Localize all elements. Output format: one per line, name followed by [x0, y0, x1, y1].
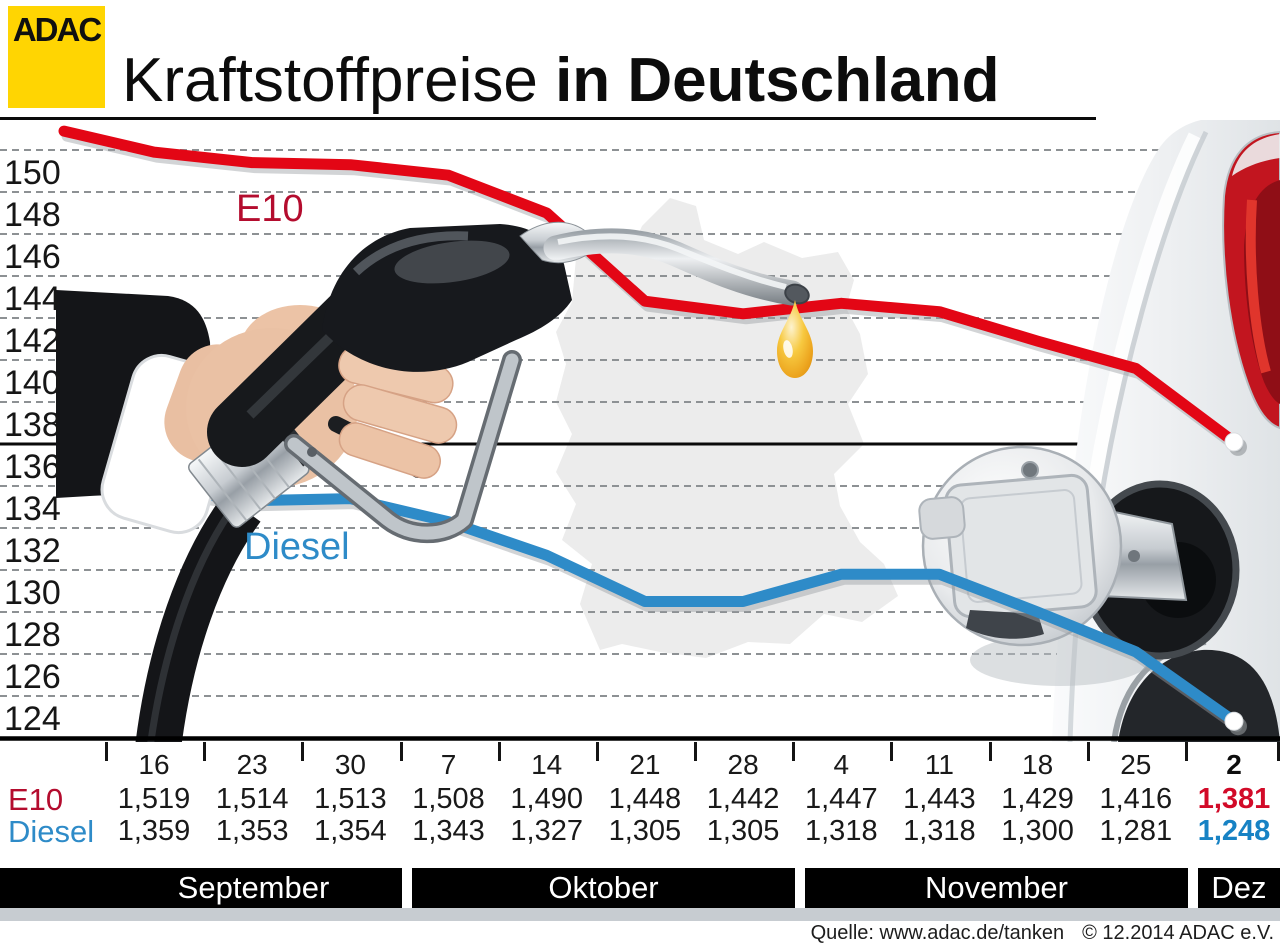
column-tick: [203, 742, 207, 761]
date-row-cell: 16: [138, 749, 170, 780]
nozzle-body-icon: [322, 224, 572, 372]
column-tick: [792, 742, 796, 761]
diesel-series-label: Diesel: [244, 526, 350, 568]
diesel-end-dot: [1224, 711, 1244, 731]
e10-row-cell: 1,442: [706, 783, 780, 815]
diesel-row-cell: 1,305: [608, 815, 682, 847]
fuel-hose-icon: [135, 494, 261, 742]
e10-row-cell: 1,448: [608, 783, 682, 815]
date-row-cell: 18: [1022, 749, 1054, 780]
date-row-cell: 11: [924, 749, 954, 780]
diesel-row-cell: 1,359: [117, 815, 191, 847]
y-axis-label-146: 146: [4, 238, 61, 276]
y-axis-label-124: 124: [4, 700, 61, 738]
column-tick: [301, 742, 305, 761]
page-title: Kraftstoffpreise in Deutschland: [122, 50, 999, 112]
copyright-text: © 12.2014 ADAC e.V.: [1082, 922, 1274, 944]
column-tick: [595, 742, 599, 761]
e10-end-dot: [1224, 432, 1244, 452]
y-axis-label-142: 142: [4, 322, 61, 360]
column-tick: [497, 742, 501, 761]
e10-row-cell: 1,447: [805, 783, 878, 815]
diesel-row-label: Diesel: [8, 814, 95, 849]
adac-logo-text: ADAC: [12, 11, 102, 48]
date-row-cell: 7: [440, 749, 457, 780]
diesel-row-cell: 1,281: [1099, 815, 1173, 847]
e10-row-label: E10: [8, 782, 64, 817]
column-tick: [988, 742, 992, 761]
y-axis-label-150: 150: [4, 154, 61, 192]
e10-row-cell: 1,443: [903, 783, 976, 815]
e10-line: [58, 125, 1240, 448]
y-axis-label-130: 130: [4, 574, 61, 612]
diesel-row-cell: 1,300: [1001, 815, 1074, 847]
e10-row-cell: 1,519: [117, 783, 191, 815]
diesel-row-cell: 1,318: [805, 815, 878, 847]
date-row-cell: 23: [236, 749, 268, 780]
title-bold: in Deutschland: [555, 46, 1000, 115]
fuel-flap-icon: [918, 445, 1123, 647]
e10-row-cell: 1,508: [412, 783, 485, 815]
y-axis-label-134: 134: [4, 490, 61, 528]
fuel-nozzle-illustration: [56, 221, 810, 742]
fuel-drop-icon: [777, 300, 813, 378]
diesel-row-cell: 1,248: [1197, 815, 1271, 847]
column-tick: [1277, 742, 1280, 761]
y-axis-label-132: 132: [4, 532, 61, 570]
diesel-row-cell: 1,327: [510, 815, 583, 847]
date-row-cell: 4: [833, 749, 850, 780]
column-tick: [890, 742, 894, 761]
date-row-cell: 28: [727, 749, 759, 780]
diesel-row-cell: 1,354: [314, 815, 387, 847]
month-band-oktober: Oktober: [412, 868, 795, 908]
y-axis-label-144: 144: [4, 280, 61, 318]
y-axis-label-126: 126: [4, 658, 61, 696]
title-rule: [0, 117, 1096, 120]
diesel-row-cell: 1,318: [903, 815, 976, 847]
nozzle-spout-icon: [543, 228, 805, 306]
e10-row-cell: 1,416: [1099, 783, 1173, 815]
column-tick: [1184, 742, 1188, 761]
month-band-dez: Dez: [1198, 868, 1280, 908]
source-note: Quelle: www.adac.de/tanken © 12.2014 ADAC…: [811, 922, 1274, 945]
diesel-row-cell: 1,343: [412, 815, 485, 847]
car-fuel-filler-illustration: [918, 120, 1280, 742]
date-row-cell: 21: [629, 749, 661, 780]
e10-series-label: E10: [236, 188, 304, 230]
column-tick: [694, 742, 697, 761]
date-row-cell: 2: [1226, 749, 1242, 780]
y-axis-label-136: 136: [4, 448, 61, 486]
date-row-cell: 14: [531, 749, 563, 780]
e10-row-cell: 1,429: [1001, 783, 1074, 815]
column-tick: [104, 742, 108, 761]
germany-map-icon: [556, 198, 898, 658]
e10-row-cell: 1,513: [314, 783, 387, 815]
month-band-november: November: [805, 868, 1188, 908]
adac-logo: ADAC: [8, 6, 105, 108]
bottom-divider: [0, 908, 1280, 921]
y-axis-label-138: 138: [4, 406, 61, 444]
e10-row-cell: 1,490: [510, 783, 583, 815]
month-band-september: September: [0, 868, 402, 908]
y-axis-label-128: 128: [4, 616, 61, 654]
column-tick: [1086, 742, 1090, 761]
title-light: Kraftstoffpreise: [122, 46, 556, 115]
date-row-cell: 30: [334, 749, 366, 780]
diesel-row-cell: 1,353: [215, 815, 289, 847]
date-row-cell: 25: [1120, 749, 1152, 780]
e10-row-cell: 1,514: [215, 783, 289, 815]
y-axis-label-148: 148: [4, 196, 61, 234]
tail-light-icon: [1222, 130, 1280, 430]
source-text: Quelle: www.adac.de/tanken: [810, 922, 1065, 944]
e10-row-cell: 1,381: [1197, 783, 1271, 815]
diesel-row-cell: 1,305: [706, 815, 780, 847]
y-axis-label-140: 140: [4, 364, 61, 402]
column-tick: [399, 742, 403, 761]
